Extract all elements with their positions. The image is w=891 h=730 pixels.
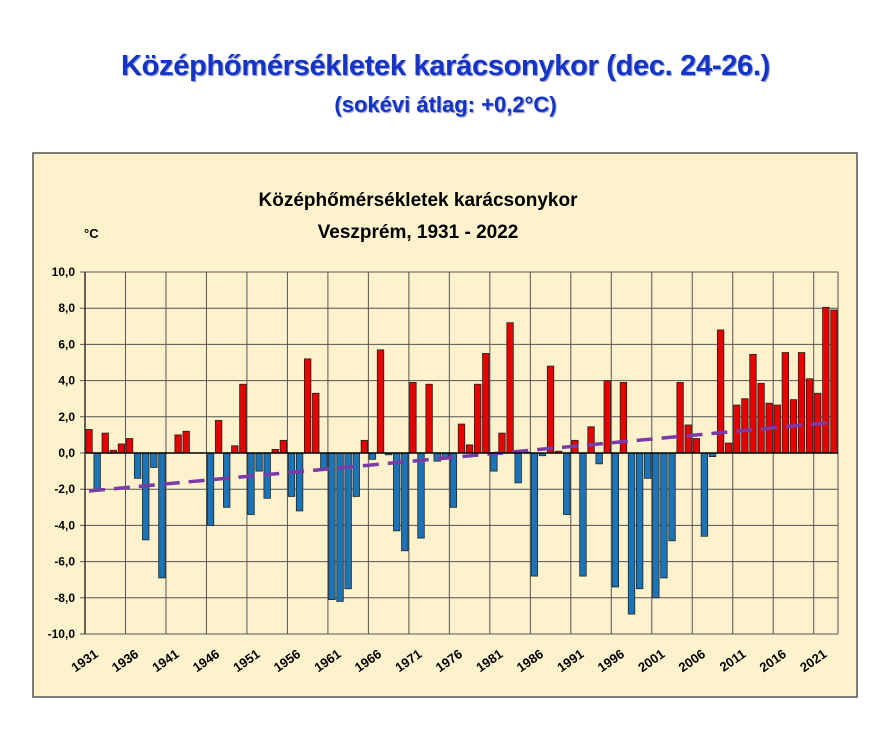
bar-1956 — [287, 452, 296, 497]
bar-1957 — [295, 452, 304, 512]
bar-1976 — [449, 452, 458, 508]
bar-1977 — [457, 423, 466, 454]
bar-1952 — [255, 452, 263, 472]
bar-1961 — [328, 452, 336, 601]
bar-1969 — [393, 452, 401, 532]
bar-1955 — [279, 439, 288, 454]
bar-1939 — [150, 452, 158, 468]
chart-title: Középhőmérsékletek karácsonykor — [259, 190, 579, 211]
y-tick-label: 8,0 — [58, 301, 75, 315]
bar-1943 — [182, 430, 190, 454]
bar-2011 — [733, 404, 741, 454]
bar-1970 — [401, 452, 409, 552]
bar-2000 — [644, 452, 652, 479]
bar-1982 — [498, 432, 506, 454]
bar-2013 — [749, 353, 757, 454]
bar-1940 — [158, 452, 166, 579]
bar-1963 — [344, 452, 352, 590]
bar-1931 — [85, 429, 93, 454]
bar-2001 — [652, 452, 660, 599]
y-tick-label: -2,0 — [54, 482, 75, 496]
bar-1951 — [247, 452, 255, 515]
bar-1984 — [514, 452, 522, 484]
bar-2020 — [806, 378, 814, 454]
bar-2004 — [676, 382, 684, 454]
bar-1995 — [603, 380, 611, 454]
bar-1937 — [133, 452, 142, 479]
bar-1986 — [530, 452, 539, 577]
bar-1947 — [214, 420, 223, 454]
page-title: Középhőmérsékletek karácsonykor (dec. 24… — [121, 50, 770, 82]
bar-1935 — [117, 443, 126, 454]
bar-1933 — [101, 432, 109, 454]
bar-1962 — [336, 452, 344, 602]
y-tick-label: 0,0 — [58, 446, 75, 460]
bar-1979 — [474, 383, 482, 454]
bar-1965 — [360, 439, 368, 454]
bar-1993 — [587, 426, 595, 454]
chart-subtitle: Veszprém, 1931 - 2022 — [318, 222, 519, 243]
y-axis-label: °C — [84, 226, 99, 241]
bar-1973 — [425, 383, 433, 454]
bar-2019 — [797, 352, 806, 454]
bar-1996 — [611, 452, 619, 588]
y-tick-label: -10,0 — [48, 627, 76, 641]
y-tick-label: 2,0 — [58, 410, 75, 424]
bar-1980 — [482, 353, 490, 454]
y-tick-label: 10,0 — [52, 265, 76, 279]
bar-1946 — [206, 452, 215, 526]
bar-2002 — [660, 452, 668, 579]
bar-2010 — [725, 442, 733, 454]
bar-1959 — [312, 392, 320, 454]
page-subtitle: (sokévi átlag: +0,2°C) — [334, 92, 557, 117]
bar-1983 — [506, 322, 514, 454]
bar-1950 — [239, 383, 247, 454]
bar-1949 — [231, 445, 239, 454]
y-tick-label: 6,0 — [58, 337, 75, 351]
bar-1942 — [174, 434, 182, 454]
y-tick-label: 4,0 — [58, 374, 75, 388]
y-tick-label: -8,0 — [54, 591, 75, 605]
bar-1958 — [304, 358, 312, 454]
bar-2023 — [830, 309, 838, 454]
bar-1992 — [579, 452, 587, 577]
bar-1936 — [125, 438, 134, 454]
bar-2005 — [684, 424, 692, 454]
bar-2012 — [741, 398, 749, 454]
bar-2022 — [822, 306, 830, 454]
y-tick-label: -4,0 — [54, 518, 75, 532]
bar-2006 — [692, 438, 700, 454]
bar-1971 — [409, 382, 417, 454]
bar-2007 — [700, 452, 709, 537]
bar-1932 — [93, 452, 101, 492]
bar-1998 — [627, 452, 636, 615]
bar-1981 — [490, 452, 498, 472]
bar-1967 — [376, 349, 385, 454]
bar-1972 — [417, 452, 425, 539]
bar-1988 — [546, 365, 555, 454]
bar-1964 — [352, 452, 360, 497]
bar-2003 — [668, 452, 676, 542]
bar-1990 — [563, 452, 571, 515]
y-tick-label: -6,0 — [54, 555, 75, 569]
bar-1994 — [595, 452, 603, 465]
bar-1999 — [635, 452, 644, 590]
bar-2017 — [781, 352, 790, 454]
bar-1938 — [142, 452, 150, 541]
bar-1978 — [465, 444, 474, 454]
bar-1960 — [320, 452, 328, 470]
bar-2014 — [757, 382, 765, 454]
bar-1966 — [368, 452, 377, 460]
